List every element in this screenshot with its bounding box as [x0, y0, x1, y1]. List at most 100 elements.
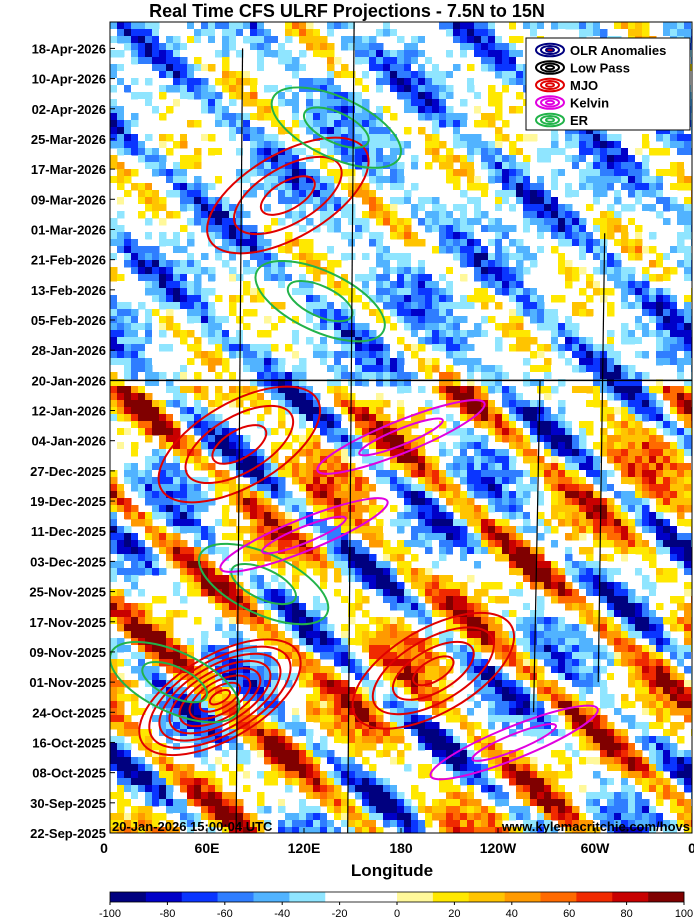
olr-cell: [607, 470, 615, 478]
olr-cell: [481, 491, 489, 499]
olr-cell: [250, 519, 258, 527]
olr-cell: [187, 260, 195, 268]
olr-cell: [348, 155, 356, 163]
olr-cell: [523, 456, 531, 464]
olr-cell: [432, 190, 440, 198]
olr-cell: [383, 302, 391, 310]
olr-cell: [278, 253, 286, 261]
olr-cell: [586, 22, 594, 30]
olr-cell: [418, 113, 426, 121]
olr-cell: [341, 302, 349, 310]
olr-cell: [446, 232, 454, 240]
olr-cell: [306, 442, 314, 450]
olr-cell: [187, 456, 195, 464]
olr-cell: [369, 71, 377, 79]
olr-cell: [614, 442, 622, 450]
olr-cell: [544, 519, 552, 527]
olr-cell: [299, 85, 307, 93]
olr-cell: [243, 442, 251, 450]
olr-cell: [411, 449, 419, 457]
olr-cell: [362, 50, 370, 58]
olr-cell: [327, 414, 335, 422]
olr-cell: [684, 253, 692, 261]
olr-cell: [663, 246, 671, 254]
olr-cell: [320, 309, 328, 317]
olr-cell: [390, 512, 398, 520]
olr-cell: [397, 218, 405, 226]
olr-cell: [243, 29, 251, 37]
olr-cell: [138, 127, 146, 135]
olr-cell: [362, 365, 370, 373]
olr-cell: [530, 421, 538, 429]
olr-cell: [124, 470, 132, 478]
olr-cell: [544, 477, 552, 485]
olr-cell: [516, 302, 524, 310]
olr-cell: [418, 204, 426, 212]
olr-cell: [131, 512, 139, 520]
olr-cell: [411, 316, 419, 324]
olr-cell: [439, 316, 447, 324]
olr-cell: [411, 113, 419, 121]
olr-cell: [663, 309, 671, 317]
olr-cell: [537, 358, 545, 366]
olr-cell: [551, 295, 559, 303]
olr-cell: [614, 428, 622, 436]
olr-cell: [285, 323, 293, 331]
olr-cell: [677, 477, 685, 485]
olr-cell: [131, 344, 139, 352]
olr-cell: [404, 316, 412, 324]
olr-cell: [495, 470, 503, 478]
olr-cell: [663, 267, 671, 275]
olr-cell: [390, 50, 398, 58]
olr-cell: [355, 50, 363, 58]
olr-cell: [607, 176, 615, 184]
olr-cell: [621, 407, 629, 415]
olr-cell: [488, 463, 496, 471]
olr-cell: [621, 141, 629, 149]
olr-cell: [502, 85, 510, 93]
olr-cell: [425, 99, 433, 107]
olr-cell: [425, 470, 433, 478]
olr-cell: [390, 218, 398, 226]
olr-cell: [117, 456, 125, 464]
olr-cell: [131, 309, 139, 317]
olr-cell: [187, 316, 195, 324]
olr-cell: [145, 533, 153, 541]
olr-cell: [327, 120, 335, 128]
olr-cell: [187, 253, 195, 261]
olr-cell: [677, 29, 685, 37]
olr-cell: [495, 337, 503, 345]
olr-cell: [278, 281, 286, 289]
olr-cell: [481, 414, 489, 422]
olr-cell: [572, 365, 580, 373]
olr-cell: [187, 267, 195, 275]
olr-cell: [334, 372, 342, 380]
olr-cell: [509, 491, 517, 499]
olr-cell: [194, 302, 202, 310]
olr-cell: [537, 344, 545, 352]
olr-cell: [635, 463, 643, 471]
olr-cell: [446, 225, 454, 233]
olr-cell: [299, 267, 307, 275]
olr-cell: [446, 477, 454, 485]
olr-cell: [222, 484, 230, 492]
olr-cell: [383, 92, 391, 100]
olr-cell: [320, 379, 328, 387]
olr-cell: [124, 372, 132, 380]
olr-cell: [425, 57, 433, 65]
olr-cell: [432, 71, 440, 79]
olr-cell: [138, 134, 146, 142]
olr-cell: [306, 400, 314, 408]
olr-cell: [124, 463, 132, 471]
olr-cell: [383, 351, 391, 359]
olr-cell: [467, 127, 475, 135]
olr-cell: [236, 134, 244, 142]
olr-cell: [292, 113, 300, 121]
olr-cell: [131, 71, 139, 79]
olr-cell: [579, 344, 587, 352]
olr-cell: [159, 540, 167, 548]
olr-cell: [621, 477, 629, 485]
olr-cell: [187, 204, 195, 212]
olr-cell: [558, 183, 566, 191]
olr-cell: [481, 267, 489, 275]
